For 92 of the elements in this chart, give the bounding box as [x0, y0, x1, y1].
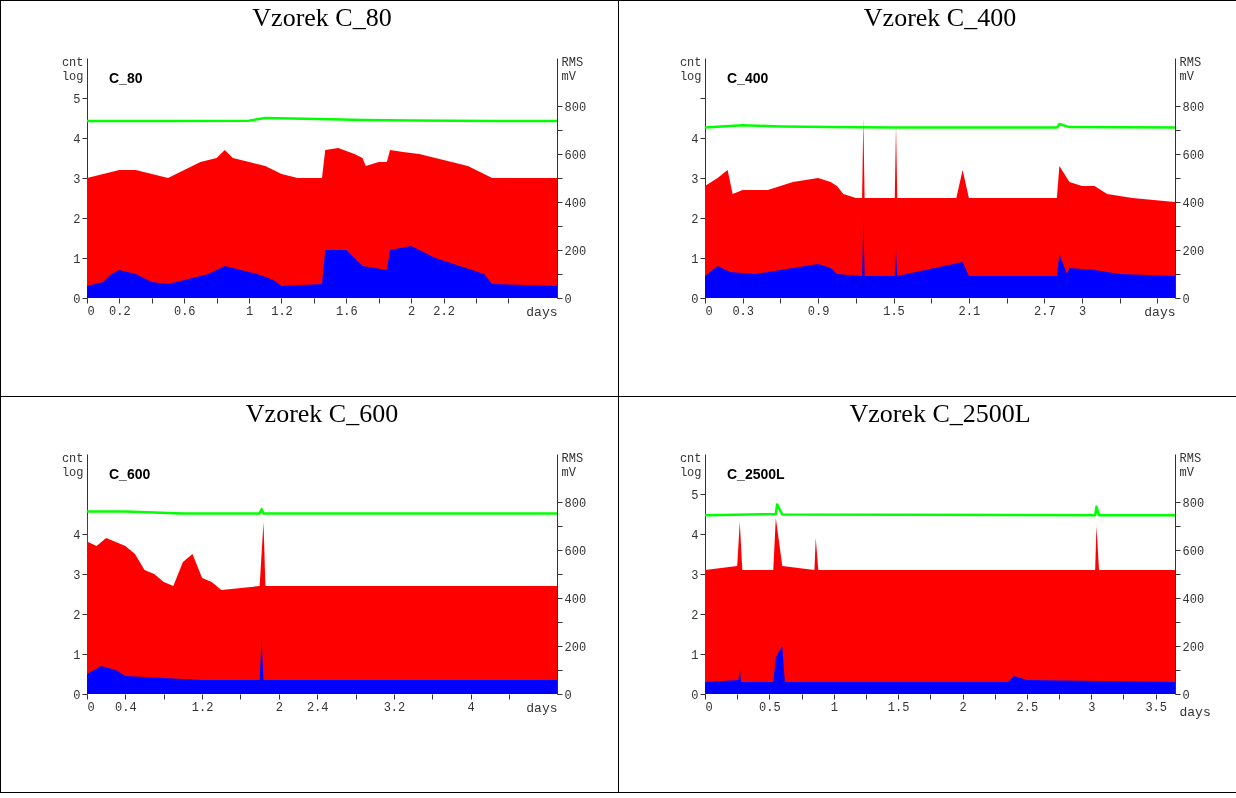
x-tick-label: 1.2 [271, 304, 293, 319]
y2-axis-title: RMS mV [1179, 451, 1202, 480]
y-tick-label: 4 [691, 528, 699, 543]
y2-axis-title: RMS mV [1179, 55, 1202, 84]
x-tick-label: 1 [830, 700, 838, 715]
x-tick-label: 0.2 [109, 304, 131, 319]
y-tick-label: 2 [73, 608, 81, 623]
y-tick-label: 4 [73, 528, 81, 543]
y-tick-label: 2 [73, 212, 81, 227]
x-tick-label: 4 [467, 700, 475, 715]
y-tick-label: 0 [73, 688, 81, 703]
y2-tick-label: 0 [1182, 688, 1190, 703]
x-tick-label: 1.5 [887, 700, 910, 715]
x-tick-label: 1.5 [883, 304, 905, 319]
y-axis-title: cnt log [61, 55, 84, 84]
x-tick-label: 1.2 [191, 700, 214, 715]
x-tick-label: 0.3 [732, 304, 755, 319]
x-axis-title: days [526, 304, 558, 320]
y-tick-label: 2 [691, 608, 699, 623]
y-tick-label: 3 [73, 172, 81, 187]
x-tick-label: 0 [705, 304, 713, 319]
annotation: C_80 [109, 70, 143, 86]
x-tick-label: 2.1 [958, 304, 981, 319]
x-tick-label: 2 [408, 304, 416, 319]
y-tick-label: 0 [73, 292, 81, 307]
y-tick-label: 5 [691, 488, 699, 503]
x-tick-label: 2.5 [1016, 700, 1039, 715]
y-tick-label: 4 [691, 132, 699, 147]
y-axis-title: cnt log [679, 451, 702, 480]
y-tick-label: 1 [691, 648, 699, 663]
y-axis-title: cnt log [679, 55, 702, 84]
y2-tick-label: 800 [1182, 496, 1205, 511]
x-tick-label: 0.4 [115, 700, 137, 715]
y2-tick-label: 400 [564, 592, 587, 607]
y2-tick-label: 600 [564, 544, 587, 559]
y-tick-label: 1 [691, 252, 699, 267]
annotation: C_400 [727, 70, 769, 86]
y-tick-label: 4 [73, 132, 81, 147]
x-tick-label: 1.6 [336, 304, 358, 319]
y-tick-label: 5 [73, 92, 81, 107]
chart-title: Vzorek C_80 [252, 3, 392, 32]
x-axis-title: days [1179, 704, 1211, 720]
x-tick-label: 0.5 [759, 700, 781, 715]
y2-tick-label: 600 [1182, 544, 1205, 559]
x-tick-label: 3.2 [383, 700, 406, 715]
annotation: C_2500L [727, 466, 786, 482]
y2-tick-label: 200 [1182, 244, 1205, 259]
y-tick-label: 0 [691, 292, 699, 307]
y2-tick-label: 800 [564, 496, 587, 511]
y2-tick-label: 600 [1182, 148, 1205, 163]
x-tick-label: 0 [87, 304, 95, 319]
chart-title: Vzorek C_2500L [849, 399, 1031, 428]
y-tick-label: 1 [73, 252, 81, 267]
x-tick-label: 3.5 [1145, 700, 1167, 715]
x-tick-label: 1 [245, 304, 254, 319]
y2-tick-label: 800 [1182, 100, 1205, 115]
y2-tick-label: 400 [564, 196, 587, 211]
y-tick-label: 3 [691, 568, 699, 583]
y2-tick-label: 600 [564, 148, 587, 163]
y-tick-label: 3 [691, 172, 699, 187]
y2-tick-label: 200 [564, 244, 587, 259]
chart-title: Vzorek C_400 [863, 3, 1017, 32]
x-axis-title: days [526, 700, 558, 716]
y-tick-label: 2 [691, 212, 699, 227]
y2-tick-label: 200 [1182, 640, 1205, 655]
x-tick-label: 0.9 [807, 304, 830, 319]
x-tick-label: 0 [87, 700, 95, 715]
y2-tick-label: 0 [564, 292, 572, 307]
annotation: C_600 [109, 466, 151, 482]
x-tick-label: 2.7 [1034, 304, 1056, 319]
chart-title: Vzorek C_600 [245, 399, 399, 428]
y-tick-label: 1 [73, 648, 81, 663]
x-tick-label: 3 [1078, 304, 1087, 319]
y2-tick-label: 400 [1182, 196, 1205, 211]
y-axis-title: cnt log [61, 451, 84, 480]
y2-axis-title: RMS mV [561, 55, 584, 84]
y-tick-label: 0 [691, 688, 699, 703]
x-tick-label: 2.2 [433, 304, 455, 319]
y2-tick-label: 200 [564, 640, 587, 655]
x-tick-label: 2 [275, 700, 283, 715]
y2-axis-title: RMS mV [561, 451, 584, 480]
y2-tick-label: 0 [1182, 292, 1190, 307]
y-tick-label: 3 [73, 568, 81, 583]
y2-tick-label: 400 [1182, 592, 1205, 607]
x-tick-label: 2 [959, 700, 967, 715]
x-tick-label: 3 [1088, 700, 1096, 715]
x-tick-label: 0.6 [173, 304, 196, 319]
x-tick-label: 2.4 [306, 700, 329, 715]
x-tick-label: 0 [705, 700, 713, 715]
y2-tick-label: 800 [564, 100, 587, 115]
y2-tick-label: 0 [564, 688, 572, 703]
x-axis-title: days [1144, 304, 1176, 320]
